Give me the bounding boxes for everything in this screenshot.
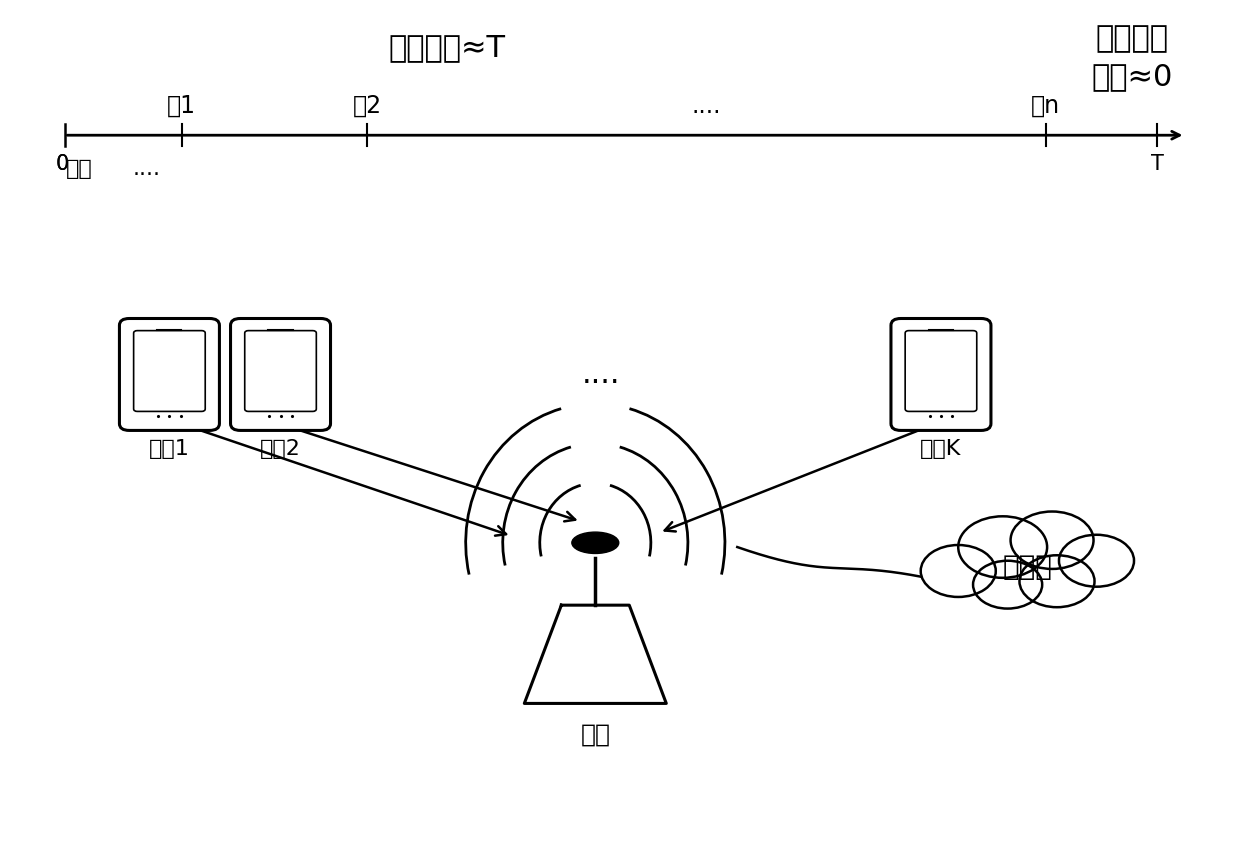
Circle shape: [959, 516, 1047, 578]
Circle shape: [921, 545, 996, 597]
FancyBboxPatch shape: [134, 330, 206, 411]
Text: 终端K: 终端K: [920, 439, 962, 458]
FancyBboxPatch shape: [892, 318, 991, 430]
FancyBboxPatch shape: [905, 330, 977, 411]
Text: ....: ....: [133, 159, 160, 179]
Text: 边缘云: 边缘云: [1002, 553, 1053, 580]
Text: 帧2: 帧2: [352, 94, 382, 118]
FancyBboxPatch shape: [231, 318, 331, 430]
Text: 帧n: 帧n: [1032, 94, 1060, 118]
Text: 时隙: 时隙: [66, 159, 93, 179]
Text: 0: 0: [56, 154, 68, 174]
Text: T: T: [1151, 154, 1163, 174]
Text: 终端1: 终端1: [149, 439, 190, 458]
Circle shape: [1059, 535, 1135, 587]
Text: 帧1: 帧1: [167, 94, 196, 118]
FancyBboxPatch shape: [244, 330, 316, 411]
Text: 基站: 基站: [580, 722, 610, 746]
Text: 计算迁移≈T: 计算迁移≈T: [388, 33, 506, 62]
Text: 计算结果: 计算结果: [1096, 24, 1169, 53]
Text: ....: ....: [692, 94, 722, 118]
Text: 0: 0: [56, 154, 68, 174]
Ellipse shape: [572, 532, 619, 554]
FancyBboxPatch shape: [119, 318, 219, 430]
Circle shape: [1019, 556, 1095, 607]
Text: 返回≈0: 返回≈0: [1091, 63, 1173, 91]
Circle shape: [973, 561, 1042, 609]
Text: 终端2: 终端2: [260, 439, 301, 458]
Circle shape: [1011, 512, 1094, 569]
Text: ....: ....: [583, 360, 621, 389]
